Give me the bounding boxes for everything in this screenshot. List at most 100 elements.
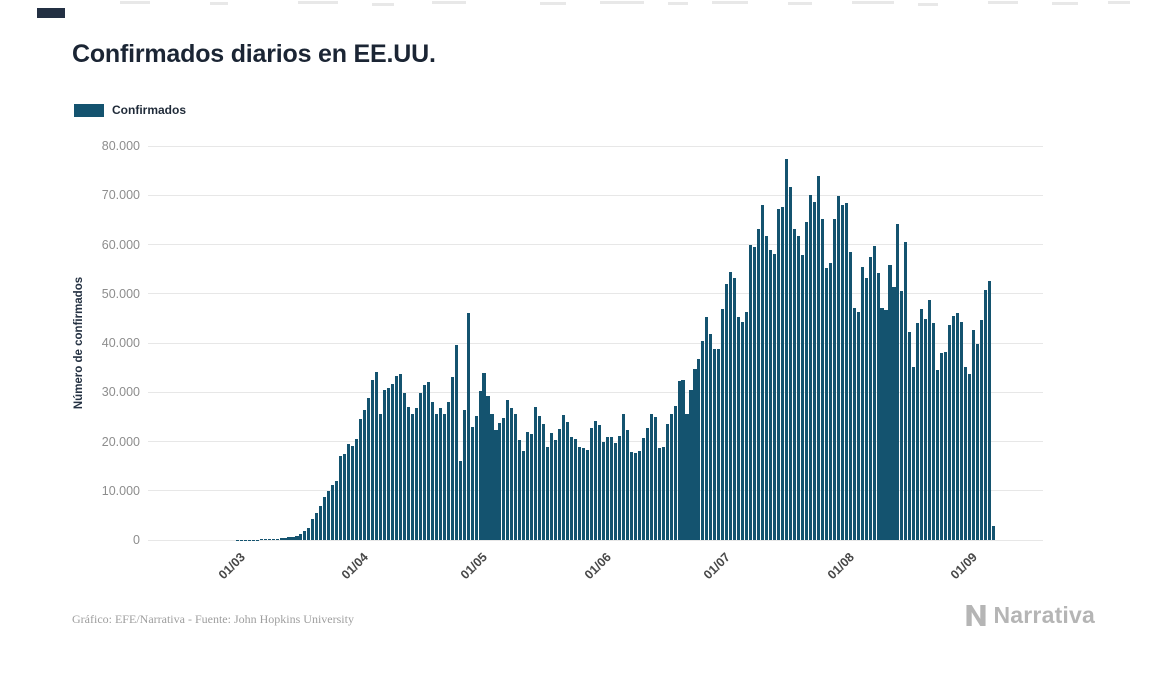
bar [291,536,295,540]
bar [745,311,749,540]
y-tick-label: 80.000 [101,139,140,153]
bar [868,256,872,540]
bar [259,539,263,540]
bar [410,414,414,540]
bar [402,393,406,540]
bar [406,406,410,540]
bar [311,518,315,540]
source-credit: Gráfico: EFE/Narrativa - Fuente: John Ho… [72,612,354,626]
bar [609,436,613,540]
gridline [148,391,1043,393]
bar [964,367,968,540]
bar [637,451,641,540]
bar [673,406,677,540]
gridline [148,145,1043,147]
bar [987,281,992,540]
bar [685,414,689,540]
bar [665,423,669,540]
bar [936,370,940,540]
bar [753,247,757,540]
bar [876,273,880,540]
bar [972,330,976,540]
gridline [148,293,1043,295]
bar [677,381,681,540]
bar [442,414,446,540]
chart-title: Confirmados diarios en EE.UU. [72,40,436,68]
gridline [148,244,1043,245]
bar [892,286,896,540]
x-tick-label: 01/05 [458,550,491,583]
bar [331,484,335,540]
bar [339,456,343,540]
bar [820,219,824,540]
bar [784,159,789,540]
bar [542,423,546,540]
y-tick-label: 10.000 [101,483,140,498]
bar [518,440,522,540]
bar [597,425,601,540]
bar [940,353,944,540]
bar [526,431,530,540]
bar [709,334,713,540]
y-tick-label: 0 [133,533,140,547]
bar [482,373,486,540]
bar [792,228,796,540]
bar [928,300,932,540]
bar [625,430,629,540]
bar [932,323,936,540]
bar [494,430,498,540]
bar [991,526,995,540]
bar [275,538,279,540]
bar [621,414,625,540]
bar [661,446,665,540]
bar [641,438,645,540]
gridline [148,194,1043,196]
bar [589,428,594,540]
bar [657,448,661,540]
bar [824,267,828,540]
bar [780,207,785,540]
bar [900,290,904,540]
bar [705,316,709,540]
bar [323,496,327,540]
y-tick-label: 50.000 [101,286,140,301]
bar [550,432,554,540]
bar [733,278,737,540]
bar [629,451,633,540]
bar [418,392,422,540]
gridline [148,342,1043,344]
bar [968,373,972,540]
bar [506,400,510,540]
bar [816,175,820,540]
y-tick-label: 20.000 [101,434,140,449]
x-tick-label: 01/07 [701,550,734,583]
bar [852,308,856,540]
legend-swatch [74,103,104,117]
narrativa-wordmark: Narrativa [993,602,1095,628]
bar [983,290,988,540]
bar [832,218,836,540]
bar [757,228,761,540]
bar [367,398,371,540]
bar [653,416,657,540]
bar [498,422,502,540]
bar [697,358,701,540]
bar [363,409,367,540]
bar [848,252,852,540]
bar [578,446,582,540]
narrativa-brand: Narrativa [964,602,1095,629]
bar [303,531,307,540]
bar [693,369,697,540]
bar [546,446,550,540]
bar [800,255,804,540]
gridline [148,539,1043,541]
bar [478,390,482,540]
bar [446,402,450,540]
bar [386,388,391,540]
y-tick-label: 40.000 [101,336,140,350]
y-axis-labels: 0 10.000 20.000 30.000 40.000 50.000 60.000 70.… [60,139,140,547]
bar [351,446,355,540]
bar [422,385,426,540]
bar [761,205,765,540]
bar [458,461,462,540]
